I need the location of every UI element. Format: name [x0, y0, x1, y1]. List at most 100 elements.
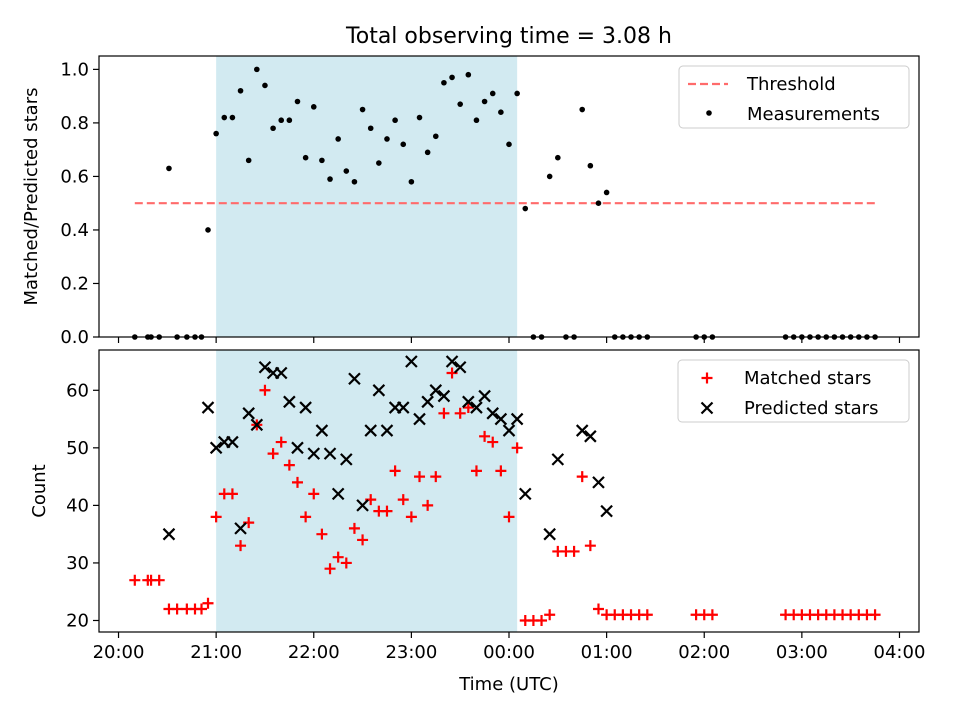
matched-star-point — [536, 614, 548, 626]
matched-star-point — [869, 609, 881, 621]
measurement-point — [270, 125, 276, 132]
measurement-point — [376, 160, 382, 166]
matched-star-point — [454, 407, 466, 419]
predicted-star-point — [592, 476, 605, 489]
matched-star-point — [503, 511, 515, 523]
measurement-point — [408, 178, 415, 185]
y-tick-label: 20 — [66, 610, 89, 631]
x-tick-label: 00:00 — [483, 642, 535, 663]
matched-star-point — [308, 488, 320, 500]
predicted-star-point — [348, 372, 361, 386]
predicted-star-point — [209, 441, 223, 455]
x-tick-label: 04:00 — [874, 642, 926, 663]
matched-star-point — [235, 540, 247, 552]
top-highlight-window — [216, 56, 518, 337]
bottom-legend: Matched stars Predicted stars — [677, 359, 910, 423]
measurement-point — [579, 106, 586, 113]
predicted-star-point — [372, 384, 386, 397]
predicted-star-point — [356, 499, 369, 512]
predicted-star-point — [162, 527, 176, 541]
matched-star-point — [340, 557, 352, 569]
measurement-point — [587, 162, 594, 169]
x-tick-label: 02:00 — [678, 642, 730, 663]
y-tick-label: 0.8 — [60, 113, 89, 134]
matched-star-point — [129, 574, 141, 586]
matched-star-point — [259, 384, 271, 396]
matched-star-point — [430, 471, 442, 483]
top-x-axis — [117, 337, 901, 343]
measurement-point — [310, 104, 317, 110]
x-tick-label: 21:00 — [190, 642, 242, 663]
measurement-point — [424, 149, 431, 156]
matched-star-point — [283, 459, 295, 471]
matched-star-point — [300, 511, 312, 523]
predicted-star-point — [421, 395, 434, 409]
bottom-panel: 20 30 40 50 60 20:00 21:00 22:00 23:00 00:00 01:0… — [29, 349, 926, 695]
measurement-point — [392, 117, 398, 124]
matched-star-point — [210, 511, 222, 523]
matched-star-point — [202, 597, 214, 609]
matched-star-point — [226, 488, 238, 500]
measurement-point — [302, 154, 309, 161]
bottom-y-axis-label: Count — [29, 464, 50, 517]
predicted-star-point — [405, 355, 418, 368]
matched-star-point — [291, 476, 303, 488]
measurement-point — [416, 114, 423, 121]
predicted-star-point — [478, 389, 491, 403]
predicted-star-point — [584, 430, 597, 443]
measurement-point — [432, 133, 439, 140]
predicted-star-point — [331, 487, 345, 501]
predicted-star-point — [315, 424, 329, 437]
measurement-point — [481, 98, 488, 105]
top-legend-box — [678, 65, 910, 129]
matched-star-point — [584, 540, 596, 552]
matched-star-point — [576, 471, 588, 483]
predicted-star-point — [518, 487, 532, 501]
matched-star-point — [414, 471, 426, 483]
matched-star-point — [275, 436, 287, 448]
measurement-point — [286, 117, 293, 124]
matched-star-point — [422, 499, 434, 511]
predicted-star-point — [201, 401, 215, 414]
x-tick-label: 20:00 — [93, 642, 145, 663]
predicted-star-point — [323, 447, 337, 460]
matched-star-point — [641, 609, 653, 621]
predicted-star-point — [462, 395, 475, 409]
matched-star-point — [267, 448, 279, 460]
y-tick-label: 60 — [66, 380, 89, 401]
y-tick-label: 0.6 — [60, 166, 89, 187]
matched-star-point — [470, 465, 482, 477]
y-tick-label: 0.0 — [60, 327, 89, 348]
legend-predicted-swatch — [700, 401, 714, 415]
measurement-point — [595, 200, 602, 206]
legend-matched-swatch — [701, 372, 713, 384]
predicted-star-point — [396, 401, 410, 414]
y-tick-label: 50 — [66, 438, 89, 459]
predicted-star-point — [470, 401, 483, 414]
predicted-star-point — [307, 447, 321, 460]
legend-predicted-label: Predicted stars — [744, 398, 878, 419]
predicted-star-point — [543, 527, 556, 541]
matched-star-point — [568, 545, 580, 557]
top-y-axis-label: Matched/Predicted stars — [21, 88, 42, 306]
measurement-point — [498, 109, 504, 115]
bottom-y-axis: 20 30 40 50 60 — [66, 380, 99, 631]
x-tick-label: 03:00 — [776, 642, 828, 663]
matched-star-point — [357, 534, 369, 546]
matched-star-point — [389, 465, 401, 477]
top-y-axis: 0.0 0.2 0.4 0.6 0.8 1.0 — [60, 59, 99, 348]
y-tick-label: 30 — [66, 553, 89, 574]
bottom-legend-box — [677, 359, 910, 423]
measurement-point — [506, 141, 512, 148]
measurement-point — [262, 82, 268, 89]
measurement-point — [278, 117, 285, 124]
measurement-point — [514, 90, 520, 97]
predicted-star-point — [575, 424, 589, 437]
measurement-point — [205, 227, 211, 233]
predicted-star-point — [510, 412, 524, 426]
measurement-point — [465, 71, 472, 78]
measurement-point — [384, 136, 390, 142]
matched-star-point — [487, 436, 499, 448]
legend-threshold-label: Threshold — [746, 74, 836, 95]
